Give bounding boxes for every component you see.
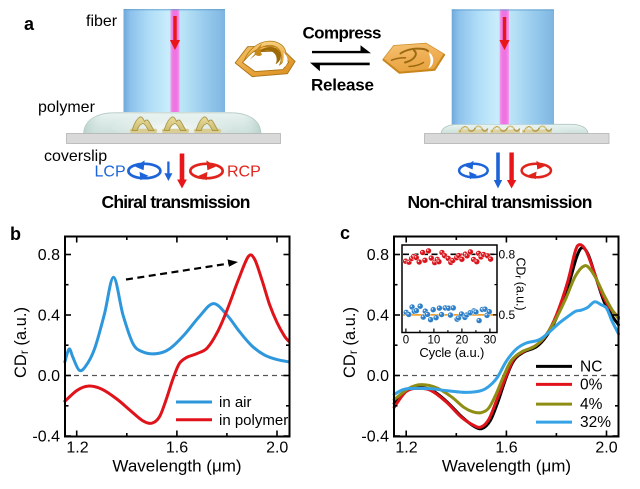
svg-text:32%: 32% <box>580 414 611 431</box>
svg-text:LCP: LCP <box>95 164 126 181</box>
svg-text:Wavelength (μm): Wavelength (μm) <box>442 457 571 476</box>
svg-text:0%: 0% <box>580 377 603 394</box>
svg-text:a: a <box>24 14 35 34</box>
svg-text:-0.4: -0.4 <box>32 428 60 445</box>
svg-text:1.2: 1.2 <box>395 440 417 457</box>
svg-text:polymer: polymer <box>38 99 96 116</box>
svg-text:10: 10 <box>428 335 441 347</box>
svg-text:CDr (a.u.): CDr (a.u.) <box>341 307 360 378</box>
svg-text:Cycle (a.u.): Cycle (a.u.) <box>419 345 484 360</box>
svg-text:Chiral transmission: Chiral transmission <box>102 192 251 212</box>
svg-text:NC: NC <box>580 359 602 376</box>
svg-text:-0.4: -0.4 <box>361 428 389 445</box>
svg-text:0.8: 0.8 <box>499 248 516 262</box>
svg-text:coverslip: coverslip <box>44 148 107 165</box>
svg-text:RCP: RCP <box>227 164 261 181</box>
svg-text:0.8: 0.8 <box>367 247 389 264</box>
svg-text:c: c <box>340 223 350 243</box>
svg-text:CDr (a.u.): CDr (a.u.) <box>12 307 31 378</box>
svg-text:b: b <box>10 224 21 244</box>
svg-text:0.5: 0.5 <box>499 308 516 322</box>
svg-text:in polymer: in polymer <box>219 412 288 429</box>
svg-text:in air: in air <box>219 394 252 411</box>
svg-text:0: 0 <box>403 335 409 347</box>
svg-text:0.0: 0.0 <box>367 368 389 385</box>
svg-text:1.6: 1.6 <box>495 440 517 457</box>
svg-text:2.0: 2.0 <box>595 440 617 457</box>
svg-text:30: 30 <box>484 335 497 347</box>
svg-text:0.0: 0.0 <box>38 368 60 385</box>
svg-text:CDr (a.u.): CDr (a.u.) <box>512 258 527 311</box>
svg-text:2.0: 2.0 <box>266 440 288 457</box>
svg-text:Release: Release <box>311 76 374 95</box>
svg-text:0.4: 0.4 <box>367 307 389 324</box>
svg-text:Compress: Compress <box>303 24 382 43</box>
svg-text:Non-chiral transmission: Non-chiral transmission <box>408 192 593 212</box>
svg-text:1.6: 1.6 <box>166 440 188 457</box>
svg-text:1.2: 1.2 <box>66 440 88 457</box>
svg-text:20: 20 <box>456 335 469 347</box>
svg-text:0.8: 0.8 <box>38 247 60 264</box>
svg-text:4%: 4% <box>580 396 603 413</box>
svg-text:Wavelength (μm): Wavelength (μm) <box>112 457 241 476</box>
svg-text:fiber: fiber <box>86 13 118 30</box>
svg-text:0.4: 0.4 <box>38 307 60 324</box>
